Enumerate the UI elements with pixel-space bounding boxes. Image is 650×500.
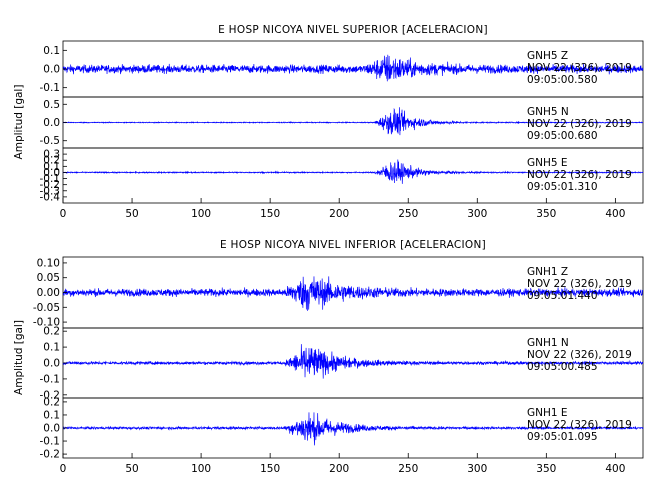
time-label: 09:05:01.440: [527, 290, 598, 302]
x-tick-label: 50: [125, 463, 138, 475]
y-tick-label: 0.5: [43, 99, 60, 111]
station-component-label: GNH1 N: [527, 337, 569, 349]
y-axis-label: Amplitud [gal]: [13, 85, 25, 160]
x-tick-label: 300: [467, 463, 487, 475]
x-tick-label: 200: [329, 463, 349, 475]
date-label: NOV 22 (326), 2019: [527, 169, 632, 181]
y-tick-label: 0.3: [43, 149, 60, 161]
y-tick-label: 0.05: [37, 272, 60, 284]
time-label: 09:05:01.310: [527, 181, 598, 193]
y-tick-label: 0.1: [43, 342, 60, 354]
time-label: 09:05:00.680: [527, 130, 598, 142]
station-component-label: GNH5 N: [527, 106, 569, 118]
waveform-trace: [62, 276, 644, 311]
x-tick-label: 250: [398, 463, 418, 475]
waveform-trace: [62, 412, 644, 446]
station-component-label: GNH5 E: [527, 157, 568, 169]
chart-title: E HOSP NICOYA NIVEL SUPERIOR [ACELERACIO…: [218, 24, 488, 36]
x-tick-label: 0: [60, 208, 67, 220]
station-component-label: GNH5 Z: [527, 50, 568, 62]
x-tick-label: 300: [467, 208, 487, 220]
date-label: NOV 22 (326), 2019: [527, 278, 632, 290]
x-tick-label: 200: [329, 208, 349, 220]
date-label: NOV 22 (326), 2019: [527, 62, 632, 74]
y-tick-label: 0.1: [43, 161, 60, 173]
x-tick-label: 100: [191, 208, 211, 220]
y-tick-label: -0.1: [40, 373, 61, 385]
x-tick-label: 400: [605, 208, 625, 220]
y-tick-label: 0.1: [43, 409, 60, 421]
y-tick-label: 0.0: [43, 64, 60, 76]
y-tick-label: 0.2: [43, 326, 60, 338]
y-tick-label: -0.05: [33, 302, 60, 314]
y-tick-label: 0.2: [43, 155, 60, 167]
y-tick-label: 0.0: [43, 167, 60, 179]
y-tick-label: -0.3: [40, 185, 61, 197]
y-tick-label: -0.10: [33, 317, 60, 329]
y-tick-label: -0.1: [40, 173, 61, 185]
y-tick-label: -0.5: [40, 135, 61, 147]
waveform-trace: [62, 159, 644, 184]
y-tick-label: 0.00: [37, 287, 60, 299]
x-tick-label: 50: [125, 208, 138, 220]
y-tick-label: -0.2: [40, 389, 61, 401]
x-tick-label: 150: [260, 208, 280, 220]
station-component-label: GNH1 Z: [527, 266, 568, 278]
y-tick-label: -0.2: [40, 179, 61, 191]
x-tick-label: 100: [191, 463, 211, 475]
chart-group-1: E HOSP NICOYA NIVEL SUPERIOR [ACELERACIO…: [13, 24, 644, 220]
time-label: 09:05:00.580: [527, 74, 598, 86]
panel-frame: [62, 147, 644, 204]
waveform-trace: [62, 54, 644, 82]
x-tick-label: 0: [60, 463, 67, 475]
date-label: NOV 22 (326), 2019: [527, 118, 632, 130]
y-axis-label: Amplitud [gal]: [13, 320, 25, 395]
chart-group-2: E HOSP NICOYA NIVEL INFERIOR [ACELERACIO…: [13, 239, 644, 475]
time-label: 09:05:01.095: [527, 431, 598, 443]
x-tick-label: 250: [398, 208, 418, 220]
y-tick-label: -0.1: [40, 82, 61, 94]
chart-title: E HOSP NICOYA NIVEL INFERIOR [ACELERACIO…: [220, 239, 486, 251]
waveform-trace: [62, 344, 644, 379]
x-tick-label: 350: [536, 208, 556, 220]
y-tick-label: 0.0: [43, 358, 60, 370]
x-tick-label: 400: [605, 463, 625, 475]
y-tick-label: 0.1: [43, 45, 60, 57]
station-component-label: GNH1 E: [527, 407, 568, 419]
y-tick-label: -0.1: [40, 436, 61, 448]
x-tick-label: 150: [260, 463, 280, 475]
date-label: NOV 22 (326), 2019: [527, 419, 632, 431]
x-tick-label: 350: [536, 463, 556, 475]
y-tick-label: 0.10: [37, 257, 60, 269]
y-tick-label: -0.2: [40, 449, 61, 461]
y-tick-label: -0.4: [40, 191, 61, 203]
y-tick-label: 0.0: [43, 117, 60, 129]
y-tick-label: 0.0: [43, 423, 60, 435]
time-label: 09:05:00.485: [527, 361, 598, 373]
waveform-trace: [62, 107, 644, 136]
y-tick-label: 0.2: [43, 396, 60, 408]
date-label: NOV 22 (326), 2019: [527, 349, 632, 361]
